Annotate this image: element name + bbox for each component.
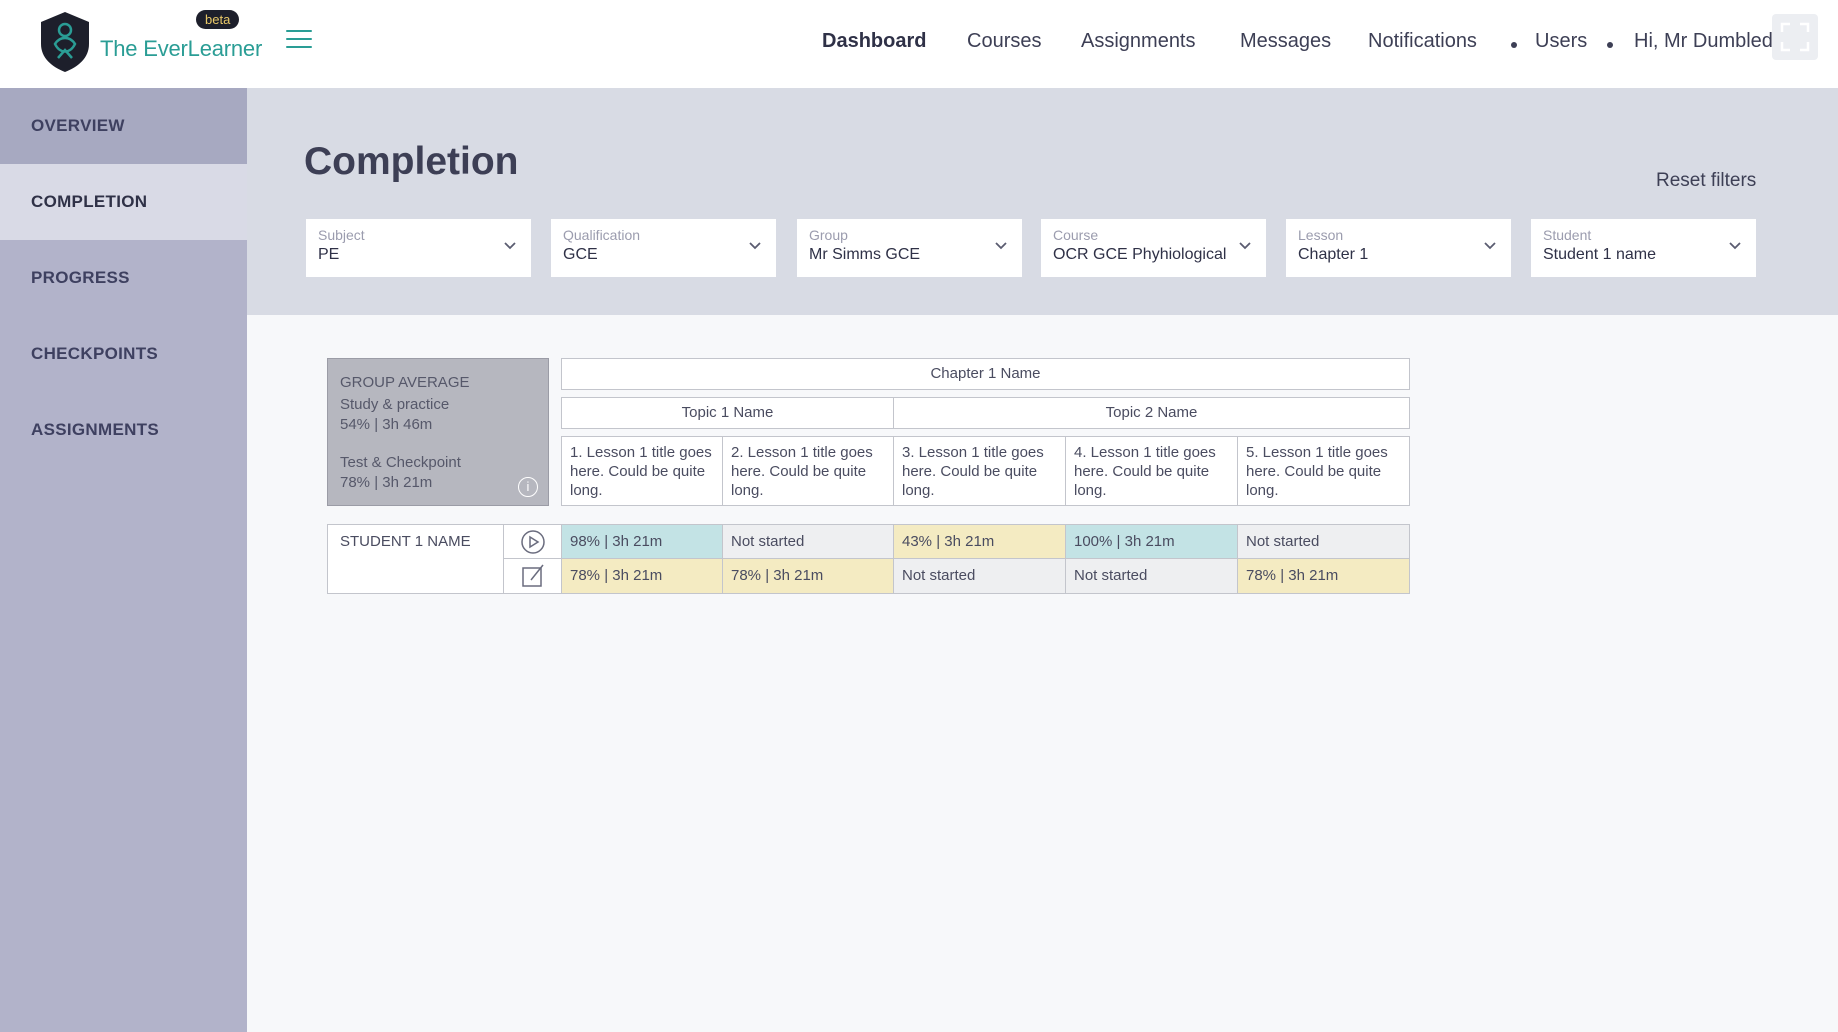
test-checkpoint-label: Test & Checkpoint (340, 454, 461, 471)
lesson-header: 2. Lesson 1 title goes here. Could be qu… (722, 436, 894, 506)
test-cell[interactable]: 78% | 3h 21m (1237, 558, 1410, 594)
study-row-icon-cell (503, 524, 562, 559)
filter-value: Chapter 1 (1298, 246, 1369, 263)
sidebar-item-assignments[interactable]: ASSIGNMENTS (31, 420, 159, 439)
study-cell[interactable]: Not started (722, 524, 894, 559)
shield-logo-icon (41, 12, 89, 72)
nav-users[interactable]: Users (1535, 30, 1588, 52)
chevron-down-icon (504, 242, 516, 250)
chevron-down-icon (1484, 242, 1496, 250)
study-cell[interactable]: 100% | 3h 21m (1065, 524, 1238, 559)
topic-header: Topic 1 Name (561, 397, 894, 429)
lesson-select[interactable]: Lesson Chapter 1 (1286, 219, 1511, 277)
sidebar: OVERVIEW COMPLETION PROGRESS CHECKPOINTS… (0, 88, 247, 1032)
filter-value: Mr Simms GCE (809, 246, 921, 263)
sidebar-item-checkpoints[interactable]: CHECKPOINTS (31, 344, 159, 363)
sidebar-item-overview[interactable]: OVERVIEW (0, 88, 247, 164)
chevron-down-icon (1239, 242, 1251, 250)
nav-courses[interactable]: Courses (967, 30, 1042, 52)
test-checkpoint-value: 78% | 3h 21m (340, 474, 433, 491)
course-select[interactable]: Course OCR GCE Phyhiological (1041, 219, 1266, 277)
chevron-down-icon (1729, 242, 1741, 250)
filter-value: OCR GCE Phyhiological (1053, 246, 1227, 263)
edit-icon (521, 564, 544, 587)
beta-badge: beta (196, 10, 240, 29)
student-select[interactable]: Student Student 1 name (1531, 219, 1756, 277)
filter-label: Group (809, 227, 848, 243)
fullscreen-button[interactable] (1772, 14, 1818, 60)
menu-icon[interactable] (286, 30, 312, 52)
study-practice-label: Study & practice (340, 396, 450, 413)
filter-label: Course (1053, 227, 1099, 243)
filter-label: Student (1543, 227, 1592, 243)
group-average-card: GROUP AVERAGE Study & practice 54% | 3h … (327, 358, 549, 506)
filter-value: PE (318, 246, 340, 263)
subject-select[interactable]: Subject PE (306, 219, 531, 277)
chapter-header: Chapter 1 Name (561, 358, 1410, 390)
nav-messages[interactable]: Messages (1240, 30, 1332, 52)
lesson-header: 4. Lesson 1 title goes here. Could be qu… (1065, 436, 1238, 506)
page-title: Completion (304, 140, 519, 183)
filter-panel (247, 88, 1838, 315)
user-greeting[interactable]: Hi, Mr Dumbledore (1634, 30, 1802, 52)
test-cell[interactable]: 78% | 3h 21m (722, 558, 894, 594)
student-name[interactable]: STUDENT 1 NAME (327, 524, 504, 594)
test-cell[interactable]: Not started (1065, 558, 1238, 594)
filter-value: Student 1 name (1543, 246, 1656, 263)
play-circle-icon (520, 529, 545, 554)
test-row-icon-cell (503, 558, 562, 594)
nav-notifications[interactable]: Notifications (1368, 30, 1477, 52)
qualification-select[interactable]: Qualification GCE (551, 219, 776, 277)
sidebar-item-completion[interactable]: COMPLETION (0, 164, 247, 240)
filter-value: GCE (563, 246, 598, 263)
study-cell[interactable]: 43% | 3h 21m (893, 524, 1066, 559)
test-cell[interactable]: Not started (893, 558, 1066, 594)
filter-label: Qualification (563, 227, 641, 243)
nav-assignments[interactable]: Assignments (1081, 30, 1196, 52)
brand-name: The EverLearner (100, 36, 263, 61)
nav-separator-dot (1511, 42, 1517, 48)
study-cell[interactable]: Not started (1237, 524, 1410, 559)
test-cell[interactable]: 78% | 3h 21m (561, 558, 723, 594)
logo[interactable]: The EverLearner beta (38, 10, 262, 76)
expand-icon (1780, 22, 1810, 52)
topic-header: Topic 2 Name (893, 397, 1410, 429)
study-practice-value: 54% | 3h 46m (340, 416, 433, 433)
filter-label: Subject (318, 227, 365, 243)
chevron-down-icon (995, 242, 1007, 250)
group-select[interactable]: Group Mr Simms GCE (797, 219, 1022, 277)
reset-filters-link[interactable]: Reset filters (1656, 170, 1757, 191)
nav-dashboard[interactable]: Dashboard (822, 30, 927, 52)
lesson-header: 5. Lesson 1 title goes here. Could be qu… (1237, 436, 1410, 506)
sidebar-item-progress[interactable]: PROGRESS (31, 268, 130, 287)
chevron-down-icon (749, 242, 761, 250)
study-cell[interactable]: 98% | 3h 21m (561, 524, 723, 559)
lesson-header: 1. Lesson 1 title goes here. Could be qu… (561, 436, 723, 506)
lesson-header: 3. Lesson 1 title goes here. Could be qu… (893, 436, 1066, 506)
info-icon[interactable]: i (518, 477, 538, 497)
nav-separator-dot (1607, 42, 1613, 48)
group-average-title: GROUP AVERAGE (340, 374, 470, 391)
filter-label: Lesson (1298, 227, 1344, 243)
top-bar: The EverLearner beta Dashboard Courses A… (0, 0, 1838, 88)
